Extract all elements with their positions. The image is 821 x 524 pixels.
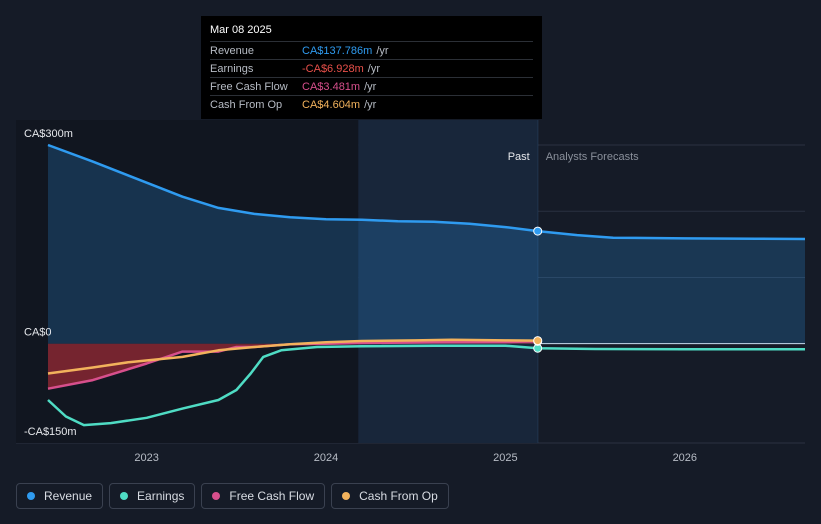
- revenue-area: [48, 145, 805, 344]
- forecast-label: Analysts Forecasts: [546, 151, 639, 163]
- legend-dot-icon: [27, 492, 35, 500]
- x-tick-label: 2023: [134, 452, 158, 464]
- tooltip-row-cash-from-op: Cash From Op CA$4.604m /yr: [210, 95, 533, 113]
- revenue-marker: [533, 226, 543, 236]
- past-label: Past: [508, 151, 530, 163]
- legend-label: Earnings: [137, 489, 185, 503]
- tooltip-unit: /yr: [364, 80, 377, 93]
- legend-dot-icon: [120, 492, 129, 500]
- tooltip-label: Revenue: [210, 44, 255, 57]
- chart-legend: Revenue Earnings Free Cash Flow Cash Fro…: [16, 483, 449, 509]
- tooltip-label: Free Cash Flow: [210, 80, 288, 93]
- series-fills: [48, 145, 805, 389]
- y-tick-label: CA$0: [24, 327, 52, 339]
- tooltip-row-free-cash-flow: Free Cash Flow CA$3.481m /yr: [210, 77, 533, 95]
- legend-label: Cash From Op: [359, 489, 438, 503]
- tooltip-date: Mar 08 2025: [210, 24, 272, 36]
- x-tick-label: 2024: [314, 452, 338, 464]
- tooltip-value: CA$4.604m: [302, 98, 361, 111]
- legend-label: Revenue: [44, 489, 93, 503]
- legend-item-earnings[interactable]: Earnings: [109, 483, 196, 509]
- x-tick-label: 2026: [673, 452, 697, 464]
- tooltip-row-earnings: Earnings -CA$6.928m /yr: [210, 59, 533, 77]
- free-cash-flow-area: [48, 341, 538, 389]
- tooltip-label: Cash From Op: [210, 98, 283, 111]
- axis-labels: CA$300m CA$0 -CA$150m 2023 2024 2025 2026 Past A…: [24, 128, 697, 464]
- x-tick-label: 2025: [493, 452, 517, 464]
- legend-item-cash-from-op[interactable]: Cash From Op: [331, 483, 449, 509]
- tooltip-value: CA$137.786m: [302, 44, 373, 57]
- legend-item-free-cash-flow[interactable]: Free Cash Flow: [201, 483, 326, 509]
- recent-past-band: [358, 120, 538, 443]
- cash-from-op-marker: [533, 336, 543, 346]
- series-markers: [533, 226, 543, 353]
- legend-dot-icon: [212, 492, 221, 500]
- tooltip-row-revenue: Revenue CA$137.786m /yr: [210, 41, 533, 59]
- past-background: [16, 120, 359, 443]
- tooltip-unit: /yr: [364, 98, 377, 111]
- legend-label: Free Cash Flow: [229, 489, 315, 503]
- tooltip-unit: /yr: [376, 44, 389, 57]
- y-tick-label: CA$300m: [24, 128, 73, 140]
- revenue-line: [47, 143, 806, 241]
- legend-item-revenue[interactable]: Revenue: [16, 483, 104, 509]
- past-shading: [16, 120, 538, 443]
- tooltip-unit: /yr: [367, 62, 380, 75]
- cash-from-op-line: [47, 338, 538, 375]
- legend-dot-icon: [342, 492, 351, 500]
- y-tick-label: -CA$150m: [24, 426, 77, 438]
- tooltip-label: Earnings: [210, 62, 254, 75]
- tooltip-value: -CA$6.928m: [302, 62, 364, 75]
- hover-tooltip: Mar 08 2025 Revenue CA$137.786m /yr Earn…: [201, 16, 542, 119]
- tooltip-value: CA$3.481m: [302, 80, 361, 93]
